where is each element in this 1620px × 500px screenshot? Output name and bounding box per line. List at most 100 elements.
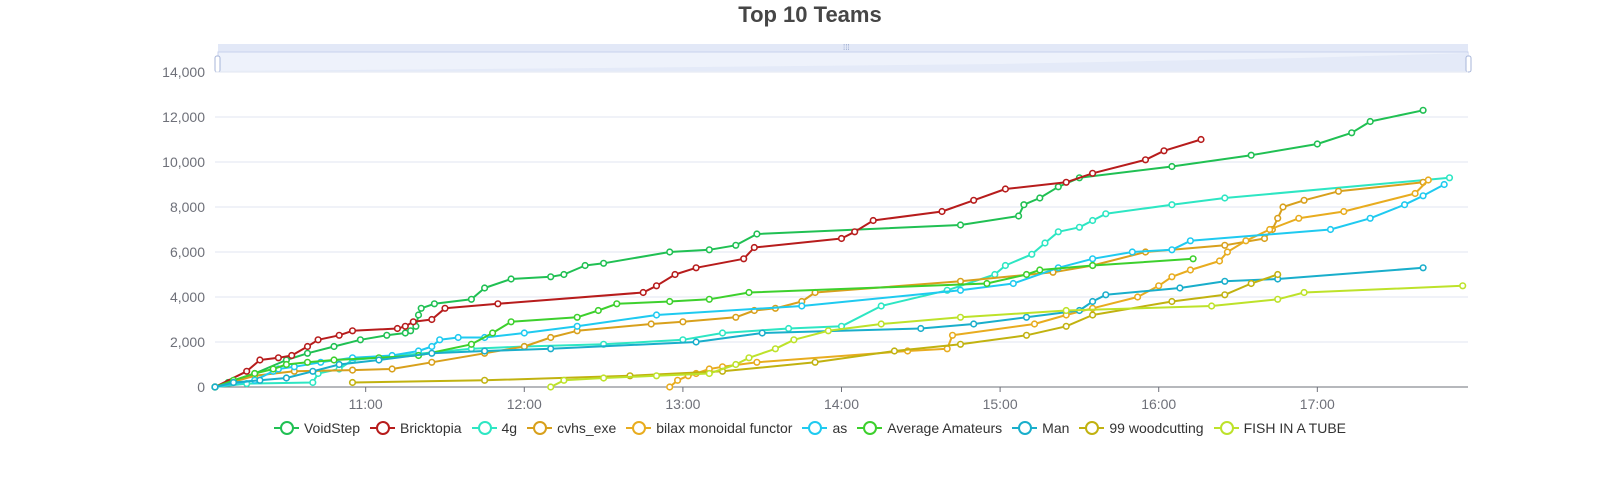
data-point[interactable] [481,284,489,292]
data-point[interactable] [1189,255,1197,263]
data-point[interactable] [1295,214,1303,222]
data-point[interactable] [303,358,312,366]
data-point[interactable] [824,327,832,335]
data-point[interactable] [666,297,674,306]
data-point[interactable] [303,349,312,357]
legend-item[interactable]: Man [1012,416,1069,440]
data-point[interactable] [1274,295,1282,303]
data-point[interactable] [330,342,338,351]
data-point[interactable] [1197,135,1205,144]
data-point[interactable] [547,345,555,353]
data-point[interactable] [1088,255,1097,263]
data-point[interactable] [890,347,899,355]
data-point[interactable] [356,336,365,344]
data-point[interactable] [1001,261,1010,270]
data-point[interactable] [454,333,462,342]
data-point[interactable] [348,378,357,387]
data-point[interactable] [1141,156,1150,164]
data-point[interactable] [753,358,761,366]
data-point[interactable] [1088,297,1097,306]
data-point[interactable] [970,196,978,204]
data-point[interactable] [956,221,965,229]
data-zoom-slider[interactable]: ⁞⁞⁞ [214,43,1472,73]
data-point[interactable] [1300,288,1308,297]
data-point[interactable] [938,207,946,216]
data-point[interactable] [1366,117,1374,126]
data-point[interactable] [1133,293,1142,301]
data-point[interactable] [1300,196,1308,204]
data-point[interactable] [1215,257,1224,265]
data-point[interactable] [269,365,277,373]
data-point[interactable] [1445,174,1454,182]
legend-item[interactable]: 99 woodcutting [1079,416,1204,440]
data-point[interactable] [282,360,291,369]
data-point[interactable] [732,313,740,321]
data-point[interactable] [573,313,581,321]
data-point[interactable] [1411,189,1419,198]
data-point[interactable] [309,378,317,387]
data-point[interactable] [1160,147,1168,155]
data-point[interactable] [1054,228,1062,236]
data-point[interactable] [956,313,965,321]
data-point[interactable] [243,367,251,375]
data-point[interactable] [970,320,978,328]
legend-item[interactable]: Bricktopia [370,416,462,440]
data-point[interactable] [581,261,589,270]
data-point[interactable] [784,324,793,333]
data-point[interactable] [1223,248,1231,256]
data-point[interactable] [1348,129,1356,137]
data-point[interactable] [1400,201,1409,209]
data-point[interactable] [594,306,602,315]
data-point[interactable] [211,383,219,391]
data-point[interactable] [758,329,766,337]
data-point[interactable] [393,324,402,333]
data-point[interactable] [679,318,687,326]
data-point[interactable] [1001,185,1010,193]
data-point[interactable] [1459,282,1467,290]
data-point[interactable] [547,333,555,342]
data-point[interactable] [1102,291,1110,299]
slider-left-handle[interactable] [214,55,221,73]
data-point[interactable] [520,329,528,337]
data-point[interactable] [983,279,991,288]
data-point[interactable] [1247,279,1255,288]
data-point[interactable] [335,360,343,369]
data-point[interactable] [1424,176,1432,184]
data-point[interactable] [811,358,819,366]
data-point[interactable] [869,216,877,225]
series-4g[interactable] [211,174,1454,391]
data-point[interactable] [745,354,753,362]
data-point[interactable] [481,347,489,355]
data-point[interactable] [666,248,674,256]
data-point[interactable] [274,354,283,362]
data-point[interactable] [652,372,661,380]
data-point[interactable] [348,327,357,335]
data-point[interactable] [705,246,713,254]
data-point[interactable] [401,322,409,330]
data-point[interactable] [1168,201,1176,209]
legend-item[interactable]: as [802,416,847,440]
data-point[interactable] [1221,241,1229,249]
data-point[interactable] [790,336,798,344]
data-point[interactable] [481,376,489,384]
data-point[interactable] [673,376,682,384]
data-point[interactable] [1088,311,1097,319]
data-point[interactable] [229,378,238,387]
data-point[interactable] [467,295,476,303]
data-point[interactable] [877,302,885,310]
series-voidstep[interactable] [211,106,1427,391]
data-point[interactable] [705,369,713,378]
data-point[interactable] [1009,279,1017,288]
data-point[interactable] [1168,162,1176,171]
data-point[interactable] [1247,151,1255,159]
data-point[interactable] [494,300,502,308]
data-point[interactable] [753,230,761,238]
data-point[interactable] [718,329,727,337]
data-point[interactable] [547,383,555,391]
data-point[interactable] [330,356,338,364]
data-point[interactable] [666,383,674,391]
data-point[interactable] [877,320,885,328]
data-point[interactable] [1186,266,1194,274]
data-point[interactable] [1168,297,1176,306]
data-point[interactable] [771,345,780,353]
